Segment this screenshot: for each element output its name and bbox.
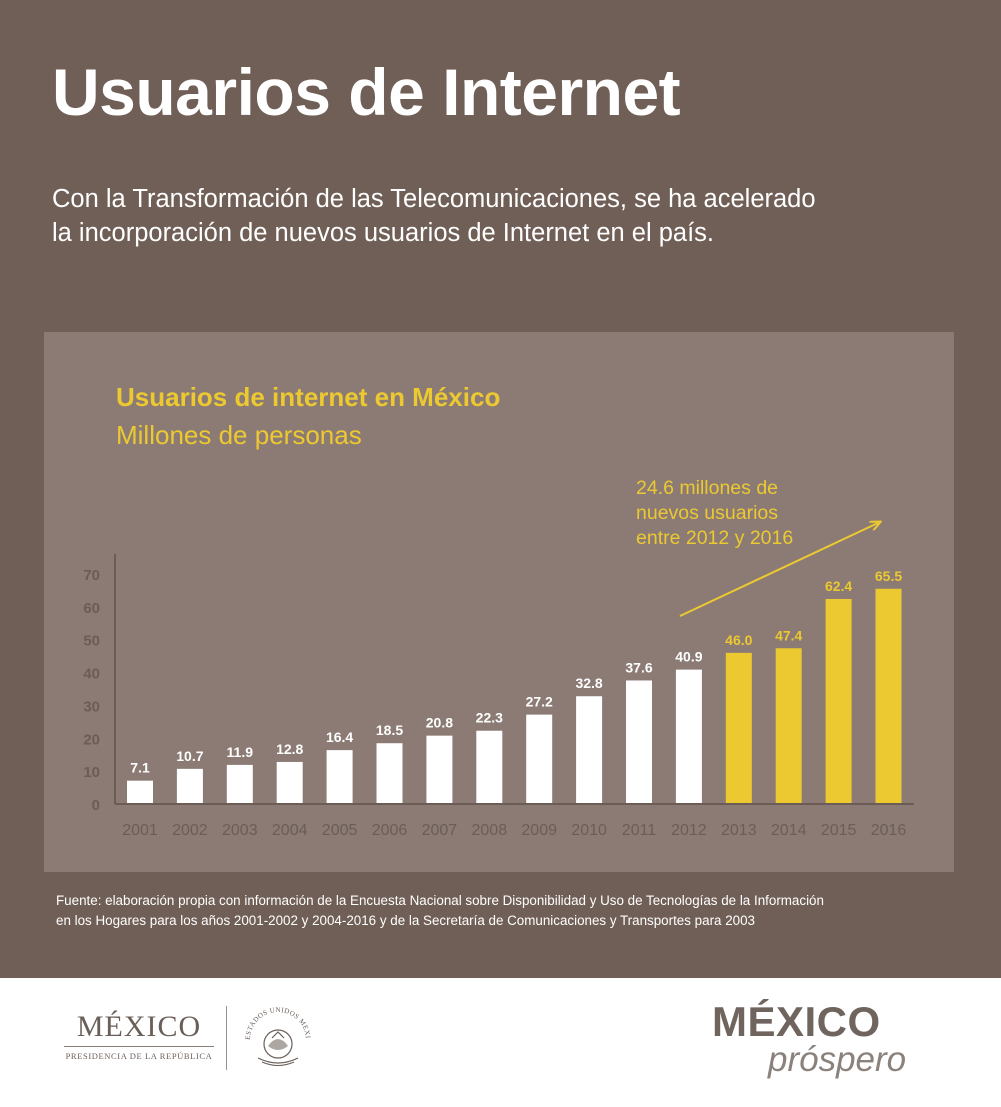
y-tick-label: 40 [83, 666, 100, 683]
x-tick-label: 2011 [622, 822, 657, 839]
y-tick-label: 30 [83, 698, 100, 715]
mexico-prospero-logo: MÉXICO próspero [712, 998, 906, 1080]
bars: 7.1 10.7 11.9 12.8 16.4 18.5 20.8 22.3 27.2 32.8 3… [127, 568, 902, 804]
y-tick-label: 70 [83, 567, 100, 584]
x-tick-label: 2013 [721, 822, 757, 839]
y-axis: 0 10 20 30 40 50 60 70 [83, 554, 116, 814]
bar-2007 [426, 735, 453, 804]
y-tick-label: 60 [83, 600, 100, 617]
bar-2010 [576, 696, 603, 804]
bar-2004 [276, 761, 303, 804]
chart-title: Usuarios de internet en México [116, 382, 501, 412]
page-title: Usuarios de Internet [52, 55, 681, 129]
x-tick-label: 2003 [222, 822, 258, 839]
annotation-line-2: nuevos usuarios [636, 502, 779, 524]
subtitle-line-2: la incorporación de nuevos usuarios de I… [52, 219, 715, 247]
x-axis: 2001 2002 2003 2004 2005 2006 2007 2008 2009 2010… [115, 803, 914, 839]
bar-value-label: 22.3 [476, 710, 503, 726]
x-tick-label: 2001 [122, 822, 158, 839]
bar-value-label: 47.4 [775, 627, 802, 643]
bar-value-label: 62.4 [825, 578, 852, 594]
y-tick-label: 50 [83, 633, 100, 650]
x-tick-label: 2008 [472, 822, 508, 839]
x-tick-label: 2016 [871, 822, 907, 839]
x-tick-label: 2015 [821, 822, 857, 839]
logo-divider [226, 1006, 227, 1070]
footer: MÉXICO PRESIDENCIA DE LA REPÚBLICA ESTAD… [0, 978, 1001, 1107]
x-tick-label: 2004 [272, 822, 308, 839]
bar-value-label: 11.9 [227, 744, 254, 760]
page-subtitle: Con la Transformación de las Telecomunic… [52, 182, 952, 250]
x-tick-label: 2010 [571, 822, 607, 839]
bar-2015 [825, 598, 852, 804]
presidencia-logo: MÉXICO PRESIDENCIA DE LA REPÚBLICA [64, 1010, 214, 1061]
x-tick-label: 2009 [521, 822, 557, 839]
bar-value-label: 16.4 [326, 729, 353, 745]
bar-value-label: 37.6 [625, 659, 652, 675]
bar-2008 [476, 730, 503, 804]
bar-chart: 0 10 20 30 40 50 60 70 7.1 10.7 11.9 12.8 16.4 18.5 2… [83, 332, 914, 839]
national-seal-icon: ESTADOS UNIDOS MEXICANOS [238, 1000, 312, 1066]
bar-2012 [675, 669, 702, 804]
x-tick-label: 2007 [422, 822, 458, 839]
bar-value-label: 65.5 [875, 568, 902, 584]
bar-2016 [875, 588, 902, 804]
bar-2009 [526, 714, 553, 804]
bar-value-label: 7.1 [130, 760, 150, 776]
trend-arrow [679, 522, 880, 617]
infographic-body: Usuarios de Internet Con la Transformaci… [44, 55, 956, 931]
annotation-line-1: 24.6 millones de [636, 477, 779, 499]
x-tick-label: 2005 [322, 822, 358, 839]
bar-2006 [376, 743, 403, 804]
bar-value-label: 40.9 [675, 649, 702, 665]
presidencia-logo-word: MÉXICO [76, 1010, 202, 1043]
subtitle-line-1: Con la Transformación de las Telecomunic… [52, 185, 816, 213]
bar-2014 [775, 648, 802, 804]
source-line-2: en los Hogares para los años 2001-2002 y… [56, 913, 755, 928]
x-tick-label: 2006 [372, 822, 408, 839]
chart-panel: Usuarios de internet en México Millones … [44, 332, 954, 872]
bar-2003 [226, 764, 253, 804]
bar-2011 [626, 680, 652, 804]
source-line-1: Fuente: elaboración propia con informaci… [56, 893, 824, 908]
presidencia-logo-rule [64, 1046, 214, 1047]
y-tick-label: 10 [83, 764, 100, 781]
source-note: Fuente: elaboración propia con informaci… [56, 891, 956, 931]
bar-value-label: 46.0 [725, 632, 752, 648]
mexico-prospero-sub: próspero [768, 1040, 907, 1079]
bar-2013 [725, 652, 752, 804]
x-tick-label: 2002 [172, 822, 208, 839]
chart-subtitle: Millones de personas [116, 420, 362, 450]
bar-value-label: 32.8 [575, 675, 602, 691]
presidencia-logo-subtitle: PRESIDENCIA DE LA REPÚBLICA [65, 1051, 213, 1061]
y-tick-label: 20 [83, 731, 100, 748]
bar-2005 [326, 750, 353, 804]
mexico-prospero-word: MÉXICO [712, 998, 881, 1045]
bar-2001 [127, 780, 153, 804]
bar-value-label: 12.8 [276, 741, 303, 757]
bar-value-label: 18.5 [376, 722, 403, 738]
y-tick-label: 0 [92, 797, 100, 814]
bar-value-label: 20.8 [426, 715, 453, 731]
x-tick-label: 2012 [671, 822, 707, 839]
growth-annotation: 24.6 millones de nuevos usuarios entre 2… [636, 476, 856, 551]
bar-value-label: 27.2 [526, 694, 553, 710]
bar-value-label: 10.7 [176, 748, 203, 764]
x-tick-label: 2014 [771, 822, 807, 839]
annotation-line-3: entre 2012 y 2016 [636, 527, 794, 549]
bar-2002 [176, 768, 203, 804]
